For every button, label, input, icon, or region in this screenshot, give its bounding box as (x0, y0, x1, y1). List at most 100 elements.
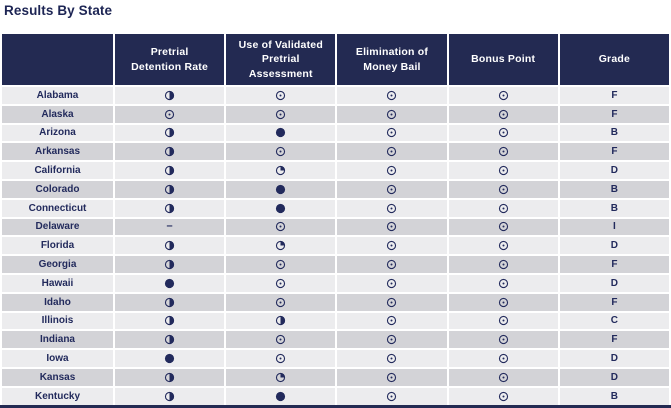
bonus-point-cell (446, 197, 560, 219)
table-row: California D (0, 160, 671, 181)
header-row: Pretrial Detention Rate Use of Validated… (0, 32, 671, 87)
pretrial-detention-rate-cell (112, 385, 227, 407)
grade-cell: F (557, 103, 671, 125)
harvey-ball-half-icon (164, 297, 175, 308)
harvey-ball-half-icon (164, 184, 175, 195)
validated-assessment-cell (224, 85, 338, 106)
state-cell: Indiana (0, 329, 115, 351)
bonus-point-cell (446, 160, 560, 181)
money-bail-cell (335, 366, 449, 388)
table-row: Kansas D (0, 366, 671, 388)
harvey-ball-empty-icon (386, 127, 397, 138)
harvey-ball-half-icon (164, 391, 175, 402)
grade-cell: F (557, 141, 671, 163)
header-grade: Grade (557, 32, 671, 87)
bonus-point-cell (446, 216, 560, 238)
harvey-ball-half-icon (164, 259, 175, 270)
harvey-ball-empty-icon (386, 278, 397, 289)
harvey-ball-half-icon (164, 127, 175, 138)
grade-cell: B (557, 197, 671, 219)
state-cell: Delaware (0, 216, 115, 238)
pretrial-detention-rate-cell (112, 291, 227, 313)
state-cell: Kentucky (0, 385, 115, 407)
money-bail-cell (335, 385, 449, 407)
harvey-ball-half-icon (164, 90, 175, 101)
bonus-point-cell (446, 235, 560, 257)
state-cell: Colorado (0, 178, 115, 200)
pretrial-detention-rate-cell (112, 178, 227, 200)
harvey-ball-half-icon (164, 240, 175, 251)
validated-assessment-cell (224, 235, 338, 257)
harvey-ball-empty-icon (275, 146, 286, 157)
table-row: Connecticut B (0, 197, 671, 219)
validated-assessment-cell (224, 272, 338, 294)
harvey-ball-empty-icon (498, 372, 509, 383)
table-row: Iowa D (0, 348, 671, 369)
harvey-ball-half-icon (164, 165, 175, 176)
harvey-ball-quarter-icon (275, 240, 286, 251)
harvey-ball-empty-icon (386, 203, 397, 214)
money-bail-cell (335, 216, 449, 238)
harvey-ball-empty-icon (498, 353, 509, 364)
grade-cell: D (557, 366, 671, 388)
validated-assessment-cell (224, 366, 338, 388)
validated-assessment-cell (224, 310, 338, 332)
results-table-header: Pretrial Detention Rate Use of Validated… (0, 32, 671, 87)
validated-assessment-cell (224, 103, 338, 125)
grade-cell: D (557, 272, 671, 294)
bonus-point-cell (446, 366, 560, 388)
table-row: Alaska F (0, 103, 671, 125)
state-cell: Illinois (0, 310, 115, 332)
harvey-ball-empty-icon (275, 278, 286, 289)
money-bail-cell (335, 291, 449, 313)
table-row: Indiana F (0, 329, 671, 351)
money-bail-cell (335, 103, 449, 125)
table-row: Kentucky B (0, 385, 671, 407)
harvey-ball-half-icon (164, 315, 175, 326)
money-bail-cell (335, 141, 449, 163)
validated-assessment-cell (224, 254, 338, 275)
state-cell: Georgia (0, 254, 115, 275)
table-row: Alabama F (0, 85, 671, 106)
harvey-ball-empty-icon (498, 240, 509, 251)
results-table-body: Alabama F Alaska F Arizona B Arkansas F Californ… (0, 85, 671, 407)
harvey-ball-empty-icon (498, 184, 509, 195)
state-cell: Kansas (0, 366, 115, 388)
harvey-ball-empty-icon (498, 334, 509, 345)
harvey-ball-empty-icon (386, 372, 397, 383)
harvey-ball-empty-icon (386, 315, 397, 326)
harvey-ball-empty-icon (498, 259, 509, 270)
pretrial-detention-rate-cell (112, 329, 227, 351)
harvey-ball-empty-icon (498, 203, 509, 214)
table-row: Colorado B (0, 178, 671, 200)
pretrial-detention-rate-cell (112, 141, 227, 163)
grade-cell: B (557, 385, 671, 407)
table-row: Arkansas F (0, 141, 671, 163)
pretrial-detention-rate-cell: – (112, 216, 227, 238)
grade-cell: B (557, 122, 671, 144)
validated-assessment-cell (224, 178, 338, 200)
grade-cell: D (557, 235, 671, 257)
validated-assessment-cell (224, 160, 338, 181)
money-bail-cell (335, 235, 449, 257)
harvey-ball-empty-icon (275, 90, 286, 101)
harvey-ball-empty-icon (498, 165, 509, 176)
pretrial-detention-rate-cell (112, 103, 227, 125)
pretrial-detention-rate-cell (112, 348, 227, 369)
bonus-point-cell (446, 85, 560, 106)
money-bail-cell (335, 178, 449, 200)
harvey-ball-empty-icon (275, 221, 286, 232)
money-bail-cell (335, 197, 449, 219)
pretrial-detention-rate-cell (112, 272, 227, 294)
bonus-point-cell (446, 385, 560, 407)
money-bail-cell (335, 85, 449, 106)
harvey-ball-empty-icon (386, 240, 397, 251)
header-money-bail: Elimination of Money Bail (335, 32, 449, 87)
state-cell: Arkansas (0, 141, 115, 163)
money-bail-cell (335, 254, 449, 275)
pretrial-detention-rate-cell (112, 160, 227, 181)
harvey-ball-half-icon (164, 372, 175, 383)
bonus-point-cell (446, 348, 560, 369)
harvey-ball-full-icon (275, 391, 286, 402)
state-cell: Idaho (0, 291, 115, 313)
